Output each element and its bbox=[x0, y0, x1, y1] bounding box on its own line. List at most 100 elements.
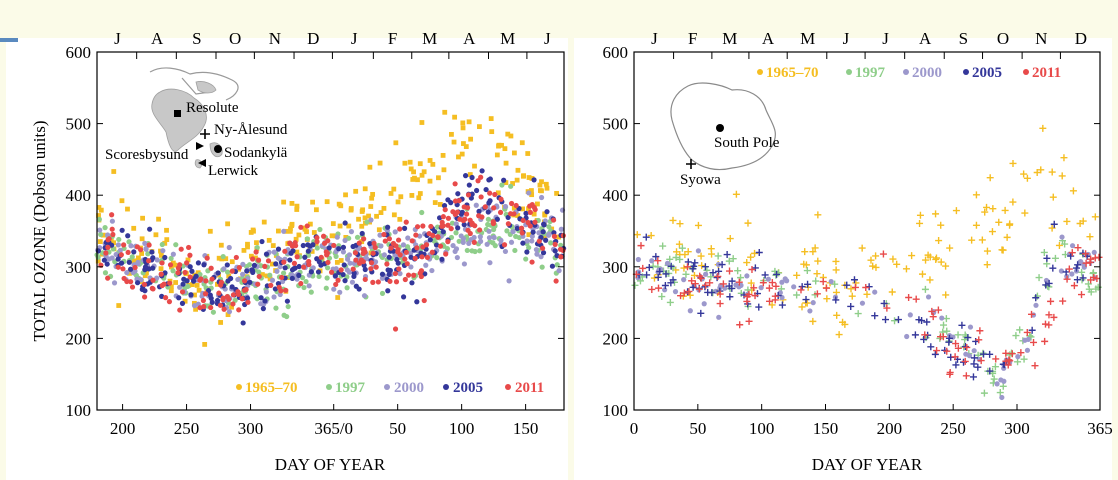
data-point-2011 bbox=[132, 264, 138, 271]
data-point-2011 bbox=[198, 276, 204, 282]
data-point-2011 bbox=[390, 240, 397, 247]
data-point-2005 bbox=[282, 265, 288, 271]
data-point-1965-70 bbox=[839, 318, 847, 326]
data-point-2011 bbox=[558, 254, 564, 260]
data-point-1997 bbox=[707, 273, 715, 281]
data-point-1965-70 bbox=[218, 242, 224, 248]
data-point-2011 bbox=[292, 239, 298, 246]
data-point-2000 bbox=[536, 230, 542, 236]
data-point-2011 bbox=[456, 198, 462, 204]
data-point-1997 bbox=[1089, 269, 1097, 277]
data-point-2011 bbox=[443, 251, 449, 257]
data-point-1997 bbox=[129, 254, 135, 260]
data-point-2000 bbox=[348, 229, 355, 235]
data-point-1965-70 bbox=[144, 270, 149, 276]
data-point-1965-70 bbox=[503, 180, 509, 186]
data-point-2005 bbox=[247, 279, 253, 285]
data-point-2000 bbox=[695, 248, 701, 254]
data-point-1965-70 bbox=[858, 244, 866, 252]
data-point-2011 bbox=[1068, 249, 1076, 257]
data-point-1965-70 bbox=[225, 221, 231, 227]
data-point-1965-70 bbox=[835, 331, 843, 339]
data-point-2005 bbox=[251, 262, 258, 268]
data-point-1965-70 bbox=[436, 175, 441, 181]
data-point-1997 bbox=[504, 228, 510, 234]
station-sodankyla-marker bbox=[214, 145, 222, 153]
data-point-2005 bbox=[225, 278, 231, 284]
data-point-2011 bbox=[361, 236, 367, 242]
data-point-1997 bbox=[508, 183, 514, 189]
data-point-2011 bbox=[338, 267, 344, 273]
data-point-2005 bbox=[385, 267, 391, 273]
data-point-2011 bbox=[368, 260, 375, 266]
data-point-2005 bbox=[104, 261, 110, 267]
data-point-1965-70 bbox=[226, 273, 232, 279]
data-point-1965-70 bbox=[803, 299, 811, 307]
data-point-2011 bbox=[648, 285, 656, 293]
right-legend: 1965–70 1997 2000 2005 2011 bbox=[757, 65, 1061, 81]
data-point-1997 bbox=[453, 230, 459, 236]
data-point-1965-70 bbox=[515, 213, 521, 218]
data-point-1965-70 bbox=[313, 242, 319, 247]
data-point-1965-70 bbox=[267, 276, 273, 282]
legend-marker-2000 bbox=[384, 384, 390, 390]
data-point-2000 bbox=[269, 277, 276, 283]
data-point-2000 bbox=[473, 202, 479, 208]
data-point-2011 bbox=[759, 279, 767, 287]
data-point-2005 bbox=[332, 273, 338, 279]
data-point-1965-70 bbox=[472, 163, 477, 169]
data-point-2005 bbox=[195, 260, 201, 266]
data-point-2000 bbox=[484, 241, 490, 247]
data-point-2000 bbox=[506, 278, 512, 284]
data-point-1965-70 bbox=[460, 120, 466, 126]
data-point-2011 bbox=[187, 274, 193, 280]
data-point-2011 bbox=[748, 266, 756, 274]
data-point-1965-70 bbox=[311, 230, 317, 235]
data-point-2005 bbox=[179, 300, 186, 306]
data-point-1965-70 bbox=[245, 244, 250, 250]
data-point-2011 bbox=[118, 252, 124, 258]
data-point-2000 bbox=[138, 277, 144, 283]
data-point-2005 bbox=[342, 220, 348, 226]
data-point-2000 bbox=[529, 233, 535, 239]
data-point-1965-70 bbox=[368, 204, 374, 209]
data-point-2000 bbox=[510, 229, 516, 235]
data-point-2000 bbox=[109, 218, 115, 224]
data-point-1965-70 bbox=[1006, 221, 1014, 229]
data-point-2011 bbox=[766, 297, 774, 305]
data-point-2011 bbox=[110, 231, 116, 238]
data-point-2005 bbox=[530, 229, 536, 235]
data-point-1965-70 bbox=[867, 256, 875, 264]
left-legend: 1965–70 1997 2000 2005 2011 bbox=[236, 380, 544, 396]
data-point-2000 bbox=[635, 256, 641, 263]
data-point-1965-70 bbox=[1021, 209, 1029, 217]
data-point-1997 bbox=[666, 255, 674, 263]
data-point-2000 bbox=[333, 266, 339, 272]
data-point-1965-70 bbox=[697, 252, 705, 260]
data-point-1965-70 bbox=[254, 240, 259, 246]
data-point-1965-70 bbox=[313, 207, 319, 213]
data-point-2011 bbox=[469, 220, 475, 226]
data-point-1997 bbox=[220, 253, 226, 260]
data-point-1965-70 bbox=[397, 216, 403, 222]
data-point-1965-70 bbox=[751, 249, 759, 257]
data-point-2005 bbox=[986, 350, 994, 358]
data-point-2005 bbox=[552, 248, 558, 254]
data-point-2005 bbox=[214, 297, 221, 304]
data-point-2011 bbox=[320, 233, 327, 239]
data-point-2011 bbox=[226, 296, 232, 302]
data-point-2005 bbox=[445, 197, 451, 203]
data-point-2000 bbox=[368, 217, 374, 223]
data-point-2011 bbox=[392, 270, 398, 277]
data-point-2000 bbox=[538, 194, 545, 201]
data-point-2000 bbox=[372, 259, 379, 265]
data-point-2011 bbox=[813, 290, 821, 298]
data-point-2005 bbox=[341, 262, 347, 268]
data-point-2011 bbox=[105, 237, 111, 243]
data-point-2011 bbox=[382, 238, 388, 244]
right-xtick-label: 150 bbox=[813, 419, 839, 438]
data-point-1965-70 bbox=[539, 188, 544, 194]
data-point-1997 bbox=[102, 270, 109, 276]
data-point-2011 bbox=[921, 331, 929, 339]
data-point-2005 bbox=[894, 316, 902, 324]
